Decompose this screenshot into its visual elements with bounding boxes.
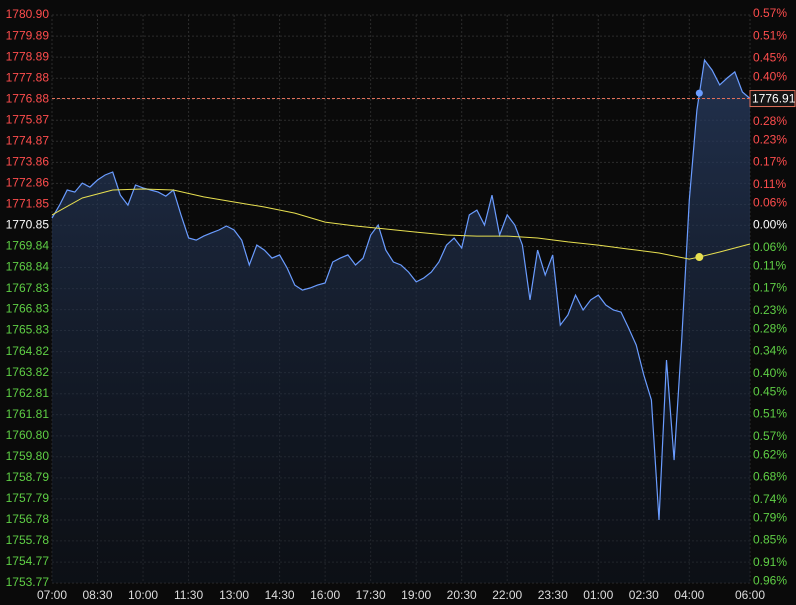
- y-tick-label: 1776.88: [6, 91, 50, 105]
- y-tick-label: 1774.87: [6, 133, 50, 147]
- y-tick-label: 1770.85: [6, 218, 50, 232]
- x-tick-label: 23:30: [538, 588, 568, 602]
- y-tick-label: 1755.78: [6, 533, 50, 547]
- x-tick-label: 08:30: [83, 588, 113, 602]
- x-tick-label: 20:30: [447, 588, 477, 602]
- y2-tick-label: 0.96%: [753, 574, 787, 588]
- y-tick-label: 1759.80: [6, 449, 50, 463]
- y-tick-label: 1778.89: [6, 49, 50, 63]
- line: [51, 188, 751, 260]
- x-tick-label: 22:00: [492, 588, 522, 602]
- y-tick-label: 1772.86: [6, 175, 50, 189]
- y-tick-label: 1766.83: [6, 302, 50, 316]
- line: [51, 58, 751, 521]
- y2-tick-label: 0.91%: [753, 555, 787, 569]
- y2-tick-label: 0.45%: [753, 51, 787, 65]
- y2-tick-label: 0.06%: [753, 195, 787, 209]
- x-tick-label: 04:00: [674, 588, 704, 602]
- y-tick-label: 1765.83: [6, 323, 50, 337]
- y-tick-label: 1780.90: [6, 7, 50, 21]
- y2-tick-label: 0.28%: [753, 321, 787, 335]
- y2-tick-label: 0.51%: [753, 28, 787, 42]
- x-tick-label: 02:30: [629, 588, 659, 602]
- y2-tick-label: 0.11%: [753, 258, 786, 272]
- y2-tick-label: 0.17%: [753, 155, 787, 169]
- y-tick-label: 1768.84: [6, 260, 50, 274]
- last-price-box: [749, 90, 796, 108]
- y-tick-label: 1773.86: [6, 155, 50, 169]
- y2-tick-label: 0.79%: [753, 510, 787, 524]
- y-tick-label: 1779.89: [6, 28, 50, 42]
- y-tick-label: 1758.79: [6, 470, 50, 484]
- x-tick-label: 11:30: [174, 588, 203, 602]
- y-tick-label: 1761.81: [6, 407, 50, 421]
- y2-tick-label: 0.45%: [753, 384, 787, 398]
- y2-tick-label: 0.57%: [753, 429, 787, 443]
- y-tick-label: 1763.82: [6, 365, 50, 379]
- area: [52, 60, 750, 583]
- x-tick-label: 06:00: [735, 588, 765, 602]
- y-tick-label: 1764.82: [6, 344, 50, 358]
- price-dot: [695, 89, 703, 97]
- y-tick-label: 1760.80: [6, 428, 50, 442]
- x-tick-label: 17:30: [356, 588, 386, 602]
- x-tick-label: 13:00: [219, 588, 249, 602]
- y-tick-label: 1769.84: [6, 239, 50, 253]
- y2-tick-label: 0.28%: [753, 114, 787, 128]
- x-tick-label: 01:00: [583, 588, 613, 602]
- y-tick-label: 1762.81: [6, 386, 50, 400]
- ma-dot: [695, 253, 704, 262]
- y2-tick-label: 0.51%: [753, 407, 787, 421]
- y2-tick-label: 0.34%: [753, 344, 787, 358]
- y2-tick-label: 0.06%: [753, 240, 787, 254]
- last-price-label: 1776.91: [752, 92, 796, 106]
- y-tick-label: 1757.79: [6, 491, 50, 505]
- y2-tick-label: 0.00%: [753, 218, 787, 232]
- y2-tick-label: 0.40%: [753, 366, 787, 380]
- y-tick-label: 1767.83: [6, 281, 50, 295]
- y-tick-label: 1775.87: [6, 112, 50, 126]
- y2-tick-label: 0.74%: [753, 492, 787, 506]
- y2-tick-label: 0.11%: [753, 177, 786, 191]
- y-tick-label: 1754.77: [6, 554, 50, 568]
- y2-tick-label: 0.68%: [753, 470, 787, 484]
- y-tick-label: 1753.77: [6, 575, 50, 589]
- y2-tick-label: 0.23%: [753, 303, 787, 317]
- x-tick-label: 16:00: [310, 588, 340, 602]
- x-tick-label: 19:00: [401, 588, 431, 602]
- y2-tick-label: 0.40%: [753, 69, 787, 83]
- y-tick-label: 1756.78: [6, 512, 50, 526]
- x-tick-label: 10:00: [128, 588, 158, 602]
- y2-tick-label: 0.62%: [753, 447, 787, 461]
- y-tick-label: 1777.88: [6, 70, 50, 84]
- x-tick-label: 07:00: [37, 588, 67, 602]
- y2-tick-label: 0.57%: [753, 6, 787, 20]
- y2-tick-label: 0.17%: [753, 281, 787, 295]
- y2-tick-label: 0.85%: [753, 533, 787, 547]
- x-tick-label: 14:30: [265, 588, 295, 602]
- y-tick-label: 1771.85: [6, 197, 50, 211]
- y2-tick-label: 0.23%: [753, 132, 787, 146]
